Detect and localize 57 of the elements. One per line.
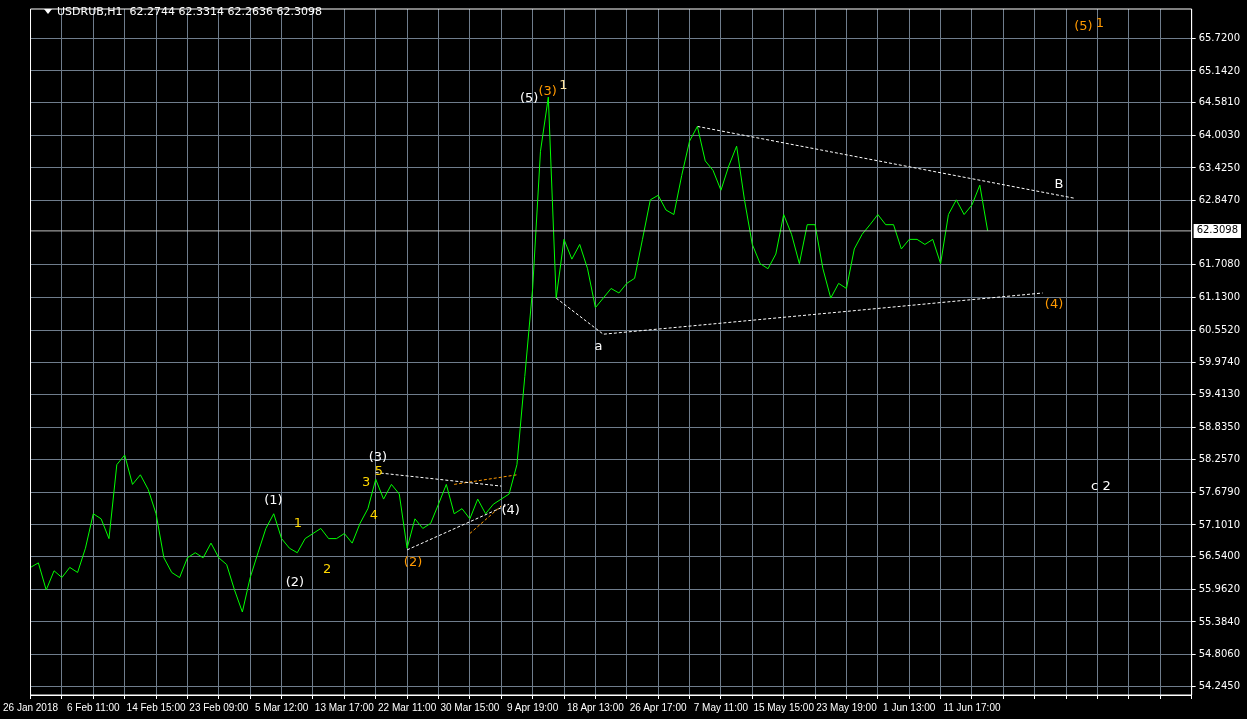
annotation: (5)	[1074, 18, 1093, 34]
y-tick-label: 57.1010	[1198, 518, 1241, 530]
y-tick-label: 55.3840	[1198, 615, 1241, 627]
y-tick-label: 60.5520	[1198, 323, 1241, 335]
y-tick-label: 58.8350	[1198, 420, 1241, 432]
x-tick-label: 7 May 11:00	[693, 701, 749, 713]
annotation: 3	[362, 473, 371, 489]
annotation: (1)	[264, 492, 283, 508]
y-tick-label: 54.8060	[1198, 648, 1241, 660]
ref-line-label: 62.3098	[1196, 224, 1239, 236]
annotation: a	[594, 338, 603, 354]
x-tick-label: 11 Jun 17:00	[943, 701, 1001, 713]
annotation: B	[1054, 175, 1064, 191]
y-tick-label: 59.4130	[1198, 388, 1241, 400]
y-tick-label: 63.4250	[1198, 161, 1241, 173]
y-tick-label: 59.9740	[1198, 356, 1241, 368]
x-tick-label: 13 Mar 17:00	[314, 701, 375, 713]
x-tick-label: 18 Apr 13:00	[567, 701, 625, 713]
annotation: (2)	[285, 573, 305, 589]
annotation: 1	[1095, 15, 1105, 31]
y-tick-label: 56.5400	[1198, 550, 1241, 562]
x-tick-label: 14 Feb 15:00	[126, 701, 186, 713]
y-tick-label: 65.1420	[1198, 64, 1241, 76]
x-tick-label: 26 Jan 2018	[2, 701, 59, 713]
annotation: 5	[374, 462, 383, 478]
annotation: 4	[369, 507, 379, 523]
x-tick-label: 15 May 15:00	[753, 701, 815, 713]
annotation: (4)	[1044, 296, 1064, 312]
annotation: 1	[293, 514, 303, 530]
annotation: 1	[559, 76, 568, 92]
y-tick-label: 55.9620	[1198, 582, 1241, 594]
x-tick-label: 22 Mar 11:00	[378, 701, 437, 713]
annotation: (5)	[519, 89, 539, 105]
x-tick-label: 23 May 19:00	[816, 701, 878, 713]
x-tick-label: 5 Mar 12:00	[254, 701, 309, 713]
y-tick-label: 61.7080	[1198, 258, 1241, 270]
y-tick-label: 65.7200	[1198, 31, 1241, 43]
x-tick-label: 30 Mar 15:00	[440, 701, 500, 713]
annotation: (2)	[403, 554, 423, 570]
x-tick-label: 6 Feb 11:00	[66, 701, 121, 713]
annotation: (3)	[368, 449, 388, 465]
y-tick-label: 64.0030	[1198, 128, 1241, 140]
y-tick-label: 62.8470	[1198, 194, 1241, 206]
y-tick-label: 57.6790	[1198, 485, 1241, 497]
x-tick-label: 23 Feb 09:00	[189, 701, 249, 713]
y-tick-label: 64.5810	[1198, 96, 1241, 108]
y-tick-label: 54.2450	[1198, 679, 1241, 691]
x-tick-label: 26 Apr 17:00	[629, 701, 687, 713]
annotation: (4)	[501, 502, 520, 518]
annotation: 2	[323, 560, 332, 576]
chart-title: USDRUB,H1 62.2744 62.3314 62.2636 62.3098	[57, 5, 322, 18]
annotation: c 2	[1091, 477, 1111, 493]
x-tick-label: 9 Apr 19:00	[507, 701, 559, 713]
annotation: (3)	[538, 82, 557, 98]
x-tick-label: 1 Jun 13:00	[883, 701, 936, 713]
y-tick-label: 58.2570	[1198, 453, 1241, 465]
y-tick-label: 61.1300	[1198, 291, 1241, 303]
